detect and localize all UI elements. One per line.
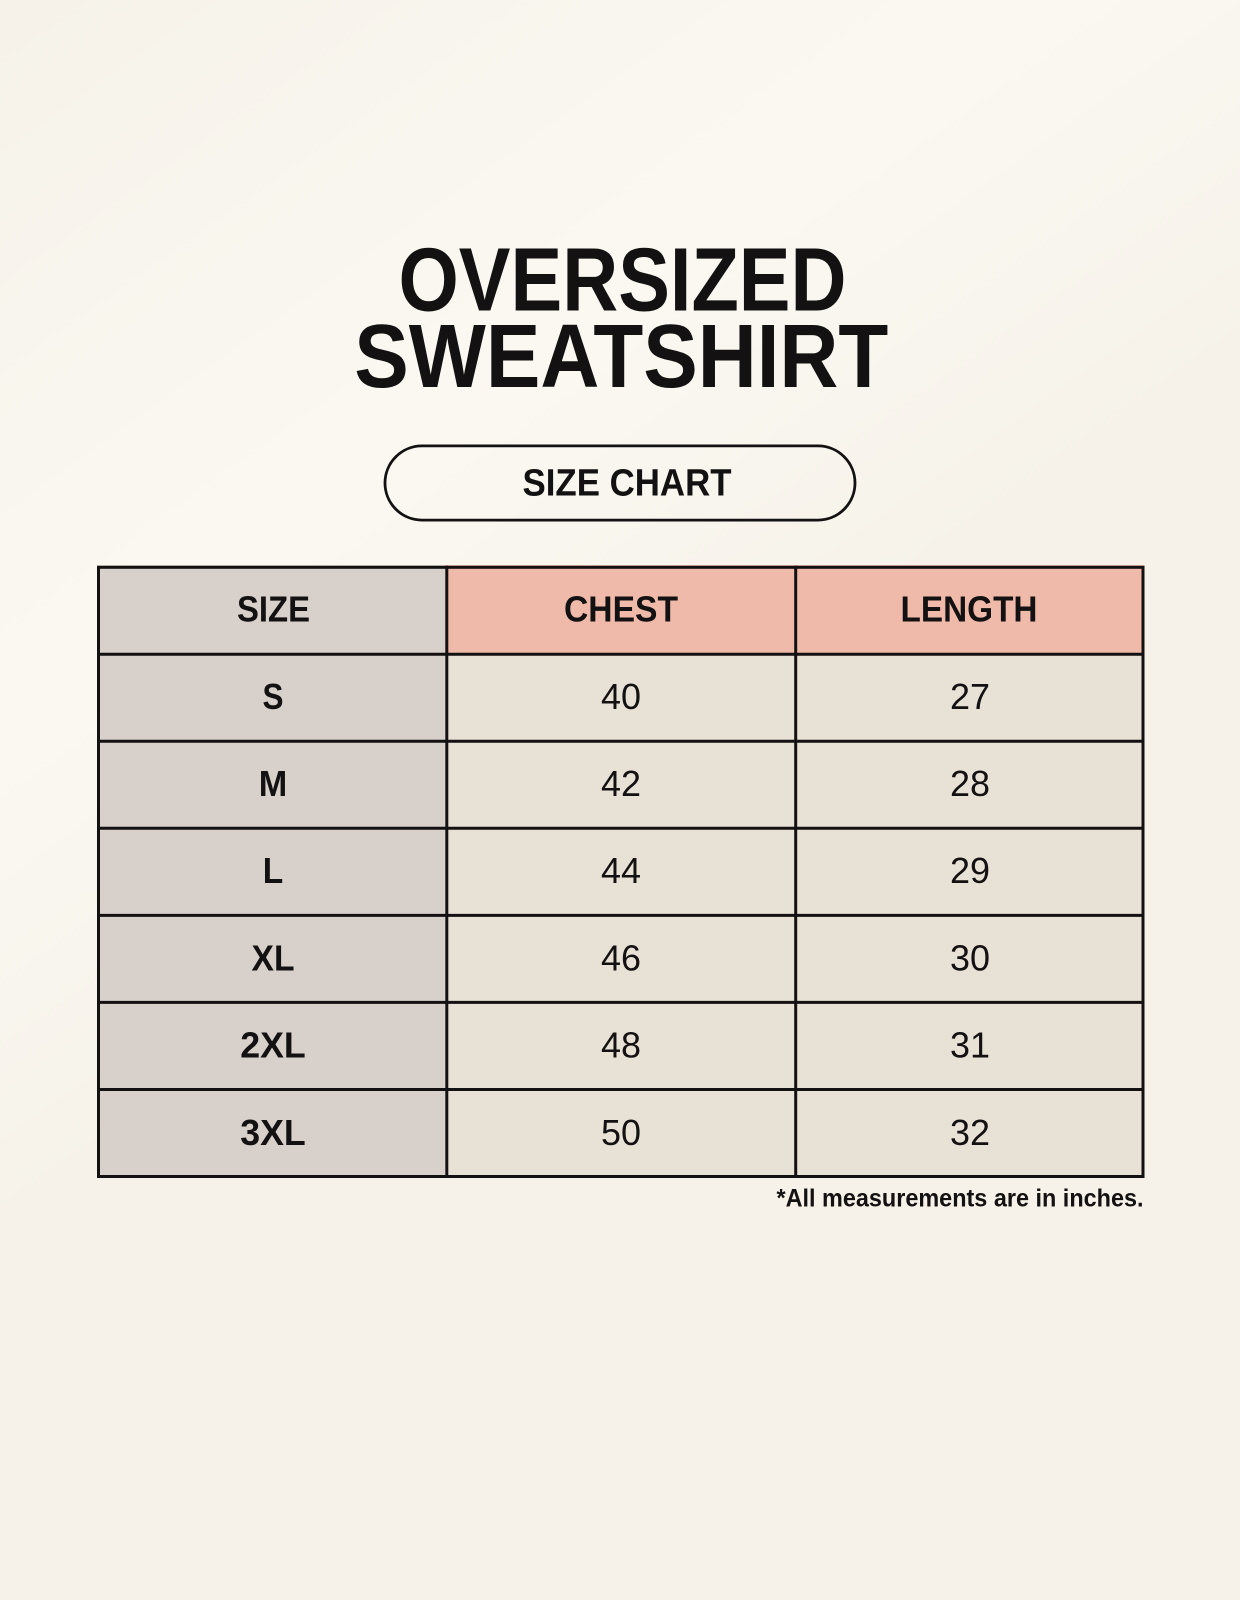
svg-text:S: S bbox=[263, 676, 284, 717]
svg-text:29: 29 bbox=[950, 850, 990, 891]
svg-text:SWEATSHIRT: SWEATSHIRT bbox=[354, 307, 888, 407]
svg-text:30: 30 bbox=[950, 937, 990, 978]
svg-text:46: 46 bbox=[601, 937, 641, 978]
svg-text:50: 50 bbox=[601, 1112, 641, 1153]
svg-text:SIZE CHART: SIZE CHART bbox=[523, 463, 732, 505]
svg-text:L: L bbox=[263, 850, 284, 891]
svg-text:OVERSIZED: OVERSIZED bbox=[399, 231, 847, 331]
svg-text:CHEST: CHEST bbox=[564, 589, 678, 630]
svg-text:42: 42 bbox=[601, 763, 641, 804]
svg-text:32: 32 bbox=[950, 1112, 990, 1153]
svg-text:48: 48 bbox=[601, 1025, 641, 1066]
svg-text:27: 27 bbox=[950, 676, 990, 717]
svg-text:44: 44 bbox=[601, 850, 641, 891]
svg-text:31: 31 bbox=[950, 1025, 990, 1066]
svg-text:*All measurements are in inche: *All measurements are in inches. bbox=[777, 1184, 1144, 1212]
svg-text:40: 40 bbox=[601, 676, 641, 717]
svg-text:LENGTH: LENGTH bbox=[901, 589, 1038, 630]
svg-text:28: 28 bbox=[950, 763, 990, 804]
svg-text:XL: XL bbox=[252, 937, 295, 978]
svg-text:SIZE: SIZE bbox=[237, 589, 310, 630]
svg-text:2XL: 2XL bbox=[240, 1025, 306, 1066]
svg-text:3XL: 3XL bbox=[240, 1112, 306, 1153]
svg-text:M: M bbox=[259, 763, 288, 804]
